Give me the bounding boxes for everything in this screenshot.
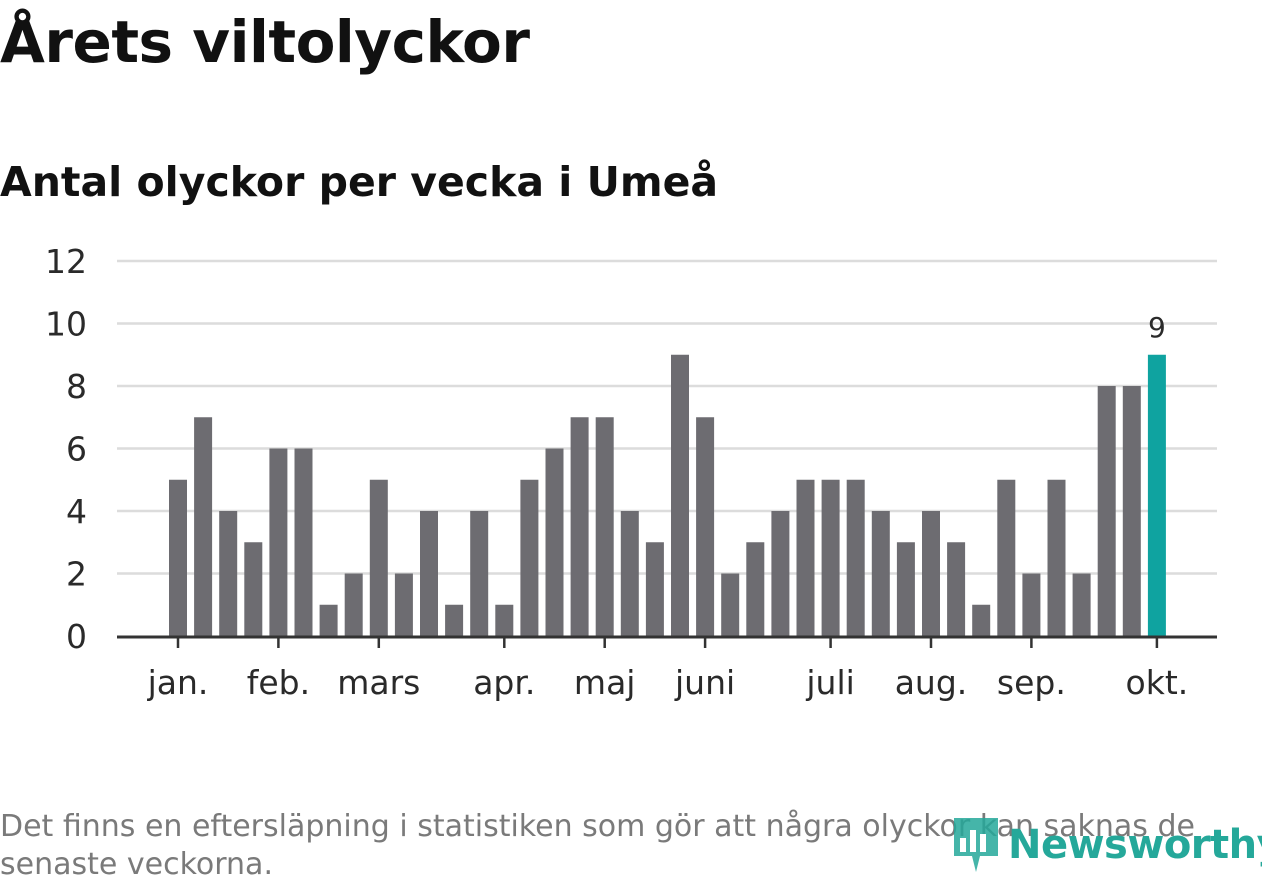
bar — [972, 604, 991, 636]
bar — [369, 479, 388, 636]
x-tick-label: jan. — [147, 663, 209, 702]
bar — [645, 542, 664, 636]
bar — [470, 511, 489, 636]
y-tick-label: 6 — [66, 430, 87, 469]
bar — [169, 479, 187, 636]
y-tick-label: 4 — [66, 492, 87, 531]
bar — [997, 479, 1016, 636]
bar — [495, 604, 514, 636]
bar — [194, 417, 213, 636]
annotations: 9 — [1148, 311, 1166, 344]
y-tick-label: 0 — [66, 617, 87, 656]
bar — [796, 479, 815, 636]
bars — [169, 354, 1166, 636]
data-label: 9 — [1148, 311, 1166, 344]
bar — [771, 511, 790, 636]
x-tick-label: sep. — [997, 663, 1066, 702]
bar — [821, 479, 840, 636]
bar-chart: 0 2 4 6 8 10 12 jan. feb. mars apr. maj juni juli aug… — [45, 242, 1217, 702]
x-tick-label: apr. — [473, 663, 535, 702]
bar — [620, 511, 639, 636]
bar — [219, 511, 238, 636]
bar — [269, 448, 288, 636]
bar — [746, 542, 765, 636]
bar — [570, 417, 589, 636]
y-tick-label: 12 — [45, 242, 87, 281]
bar — [595, 417, 614, 636]
y-tick-label: 8 — [66, 367, 87, 406]
bar — [1122, 386, 1141, 636]
bar — [871, 511, 890, 636]
bar — [294, 448, 313, 636]
chart-subtitle: Antal olyckor per vecka i Umeå — [0, 158, 719, 206]
bar — [394, 573, 413, 636]
bar-highlighted — [1147, 354, 1166, 636]
x-tick-label: aug. — [895, 663, 968, 702]
y-axis-ticks: 0 2 4 6 8 10 12 — [45, 242, 87, 656]
bar — [896, 542, 915, 636]
bar — [244, 542, 263, 636]
bar — [1047, 479, 1066, 636]
bar — [696, 417, 715, 636]
bar — [420, 511, 438, 636]
bar — [1022, 573, 1041, 636]
chart-title: Årets viltolyckor — [0, 8, 530, 76]
bar — [344, 573, 363, 636]
bar — [947, 542, 966, 636]
bar — [1072, 573, 1091, 636]
bar — [319, 604, 338, 636]
newsworthy-logo-text: Newsworthy — [1008, 822, 1262, 868]
bar — [1097, 386, 1116, 636]
x-tick-label: feb. — [247, 663, 310, 702]
bar — [846, 479, 865, 636]
newsworthy-logo: Newsworthy — [950, 812, 1262, 878]
bar — [922, 511, 940, 636]
bar — [721, 573, 740, 636]
x-tick-label: maj — [574, 663, 636, 702]
y-tick-label: 10 — [45, 305, 87, 344]
bar — [520, 479, 539, 636]
y-tick-label: 2 — [66, 555, 87, 594]
x-axis: jan. feb. mars apr. maj juni juli aug. sep. okt. — [117, 635, 1217, 702]
x-tick-label: okt. — [1126, 663, 1189, 702]
bar — [671, 354, 689, 636]
x-tick-label: juni — [674, 663, 735, 702]
bar — [445, 604, 464, 636]
x-tick-label: mars — [337, 663, 420, 702]
newsworthy-logo-icon — [954, 818, 998, 872]
x-tick-label: juli — [805, 663, 854, 702]
bar — [545, 448, 564, 636]
